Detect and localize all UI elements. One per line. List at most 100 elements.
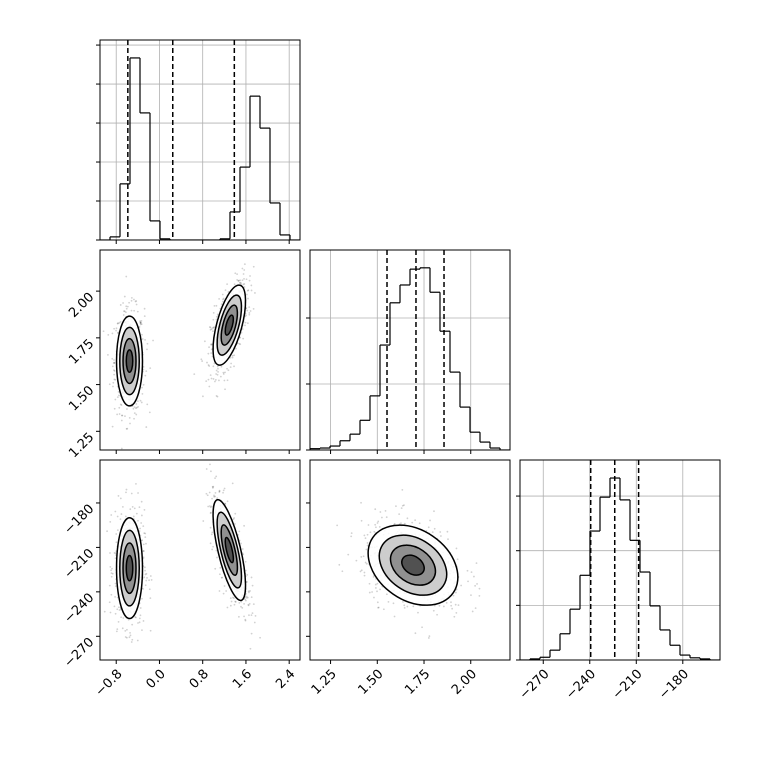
sample-dot — [139, 607, 142, 609]
sample-dot — [355, 559, 358, 562]
sample-dot — [140, 514, 143, 517]
sample-dot — [209, 463, 211, 466]
sample-dot — [222, 371, 225, 374]
x-tick-label: −0.8 — [93, 667, 126, 700]
sample-dot — [114, 378, 117, 381]
sample-dot — [446, 530, 449, 533]
sample-dot — [252, 265, 255, 268]
sample-dot — [402, 600, 404, 603]
sample-dot — [231, 354, 234, 357]
sample-dot — [131, 505, 134, 508]
sample-dot — [438, 604, 441, 607]
sample-dot — [379, 588, 381, 591]
sample-dot — [133, 412, 136, 415]
sample-dot — [139, 321, 142, 324]
density-contour — [125, 554, 134, 582]
sample-dot — [467, 580, 469, 583]
sample-dot — [135, 300, 138, 302]
sample-dot — [142, 550, 145, 552]
sample-dot — [149, 597, 152, 600]
sample-dot — [129, 634, 132, 637]
sample-dot — [150, 579, 153, 581]
sample-dot — [216, 365, 219, 368]
sample-dot — [466, 569, 469, 572]
sample-dot — [336, 524, 339, 527]
sample-dot — [240, 542, 242, 545]
sample-dot — [114, 398, 117, 401]
sample-dot — [215, 318, 218, 321]
sample-dot — [249, 275, 251, 277]
sample-dot — [125, 488, 128, 491]
sample-dot — [126, 427, 129, 430]
sample-dot — [111, 357, 114, 360]
sample-dot — [129, 631, 131, 634]
panel-frame — [519, 459, 721, 661]
sample-dot — [244, 560, 247, 563]
sample-dot — [125, 307, 128, 310]
sample-dot — [113, 370, 116, 372]
sample-dot — [242, 553, 245, 556]
sample-dot — [231, 356, 234, 359]
sample-dot — [148, 579, 150, 582]
sample-dot — [248, 602, 251, 605]
sample-dot — [113, 551, 116, 554]
sample-dot — [113, 369, 115, 372]
sample-dot — [220, 365, 223, 368]
sample-dot — [455, 547, 458, 550]
sample-dot — [225, 590, 228, 592]
sample-dot — [209, 512, 212, 515]
x-tick-label: 1.50 — [356, 667, 387, 698]
sample-dot — [363, 534, 366, 537]
panel-frame — [309, 459, 511, 661]
sample-dot — [148, 411, 151, 414]
sample-dot — [406, 517, 409, 520]
sample-dot — [133, 417, 135, 420]
sample-dot — [136, 639, 139, 642]
sample-dot — [226, 283, 229, 286]
sample-dot — [142, 556, 145, 559]
sample-dot — [208, 326, 211, 328]
sample-dot — [254, 614, 257, 617]
sample-dot — [114, 552, 117, 555]
sample-dot — [475, 562, 478, 565]
sample-dot — [144, 374, 147, 377]
sample-dot — [243, 286, 246, 288]
sample-dot — [145, 579, 148, 582]
sample-dot — [135, 413, 138, 416]
sample-dot — [248, 614, 250, 617]
sample-dot — [197, 437, 199, 439]
sample-dot — [242, 273, 245, 275]
sample-dot — [433, 510, 435, 513]
sample-dot — [145, 370, 148, 373]
sample-dot — [135, 482, 137, 485]
sample-dot — [144, 584, 147, 587]
sample-dot — [144, 569, 146, 572]
sample-dot — [116, 529, 119, 531]
sample-dot — [139, 614, 142, 617]
sample-dot — [135, 616, 137, 619]
sample-dot — [212, 485, 215, 488]
sample-dot — [240, 605, 242, 608]
sample-dot — [236, 278, 239, 281]
sample-dot — [368, 582, 371, 585]
sample-dot — [232, 596, 234, 599]
sample-dot — [140, 500, 143, 503]
sample-dot — [478, 594, 481, 597]
density-contour — [224, 536, 235, 564]
sample-dot — [110, 593, 113, 596]
sample-dot — [375, 526, 377, 529]
sample-dot — [143, 532, 146, 534]
sample-dot — [215, 373, 218, 375]
panel — [96, 39, 301, 244]
sample-dot — [254, 292, 256, 294]
sample-dot — [222, 297, 225, 300]
sample-dot — [231, 482, 234, 485]
sample-dot — [109, 611, 112, 614]
sample-dot — [249, 310, 252, 312]
sample-dot — [376, 522, 379, 524]
sample-dot — [137, 519, 139, 522]
sample-dot — [125, 491, 127, 494]
x-tick-label: 0.8 — [187, 667, 212, 692]
sample-dot — [229, 604, 232, 607]
sample-dot — [127, 618, 130, 621]
